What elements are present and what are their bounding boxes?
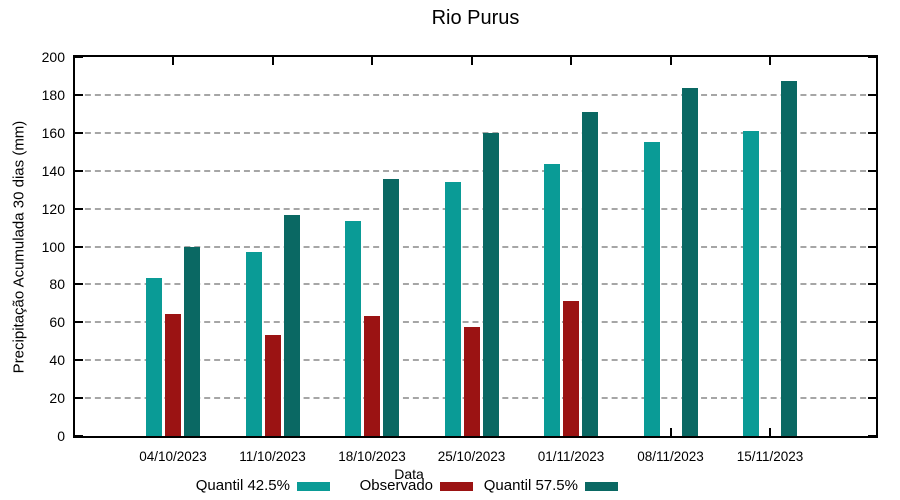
bar [264,334,281,436]
legend-label-quantil-42-5: Quantil 42.5% [195,477,290,494]
y-tick-label: 80 [49,276,65,293]
x-tick-label: 08/11/2023 [637,449,704,464]
x-tick-label: 15/11/2023 [736,449,804,464]
x-tick-mark [371,57,373,65]
x-tick-label: 18/10/2023 [338,449,406,464]
x-tick-label: 04/10/2023 [139,449,207,464]
legend-swatch-quantil-42-5 [297,482,330,491]
bar [781,80,797,436]
x-tick-label: 25/10/2023 [437,449,506,464]
y-tick-mark [75,169,83,172]
x-tick-mark [271,57,274,65]
legend-label-observado: Observado [359,477,433,494]
bar [681,88,698,436]
y-tick-label: 100 [41,238,65,255]
legend-swatch-observado [440,482,473,491]
x-tick-mark [172,57,174,65]
bar [544,164,560,436]
bar [345,220,361,436]
bar [184,246,200,436]
gridline [75,283,876,286]
gridline [75,321,876,324]
bar [643,142,660,436]
x-tick-mark [570,57,572,65]
y-tick-label: 20 [49,390,65,407]
bar [444,182,461,436]
legend-label-quantil-57-5: Quantil 57.5% [483,477,578,494]
y-tick-mark [868,359,876,362]
gridline [75,245,876,248]
y-tick-label: 140 [41,162,65,179]
y-tick-label: 40 [49,352,65,369]
y-tick-mark [868,56,876,58]
gridline [75,131,876,134]
x-tick-mark [769,428,771,436]
legend-swatch-quantil-57-5 [585,482,618,491]
y-tick-mark [75,56,83,58]
y-tick-mark [868,207,876,210]
y-tick-mark [868,435,876,437]
y-tick-mark [75,321,83,324]
y-tick-mark [868,321,876,324]
y-tick-mark [75,359,83,362]
y-tick-mark [75,397,83,400]
y-tick-mark [868,397,876,400]
x-axis-label: Data [394,466,424,482]
y-tick-mark [75,245,83,248]
y-tick-label: 160 [41,124,65,141]
x-tick-mark [669,428,672,436]
y-tick-mark [75,435,83,437]
bar [283,215,300,436]
x-tick-label: 01/11/2023 [537,449,605,464]
bar [582,111,598,436]
y-tick-mark [868,169,876,172]
x-tick-mark [769,57,771,65]
bar [463,327,480,436]
x-tick-mark [669,57,672,65]
y-tick-label: 200 [41,49,65,65]
chart-title: Rio Purus [431,7,520,29]
bar [146,277,162,436]
y-tick-mark [75,283,83,286]
bar [245,252,262,436]
y-tick-label: 60 [49,314,65,331]
bar [383,179,399,436]
y-tick-mark [868,93,876,96]
y-tick-mark [75,93,83,96]
x-tick-mark [470,57,473,65]
y-tick-label: 120 [41,200,65,217]
y-tick-mark [75,131,83,134]
gridline [75,169,876,172]
y-tick-mark [868,283,876,286]
bar [743,130,759,436]
y-tick-mark [868,245,876,248]
plot-area: 0 20 40 60 80 100 120 140 160 180 200 04/10/2023 11/… [42,49,878,464]
y-tick-label: 0 [57,428,65,444]
y-tick-mark [868,131,876,134]
bar [482,132,499,436]
bar [563,300,579,436]
y-tick-label: 180 [41,86,65,103]
y-tick-mark [75,207,83,210]
gridline [75,207,876,210]
bar [165,313,181,436]
x-tick-label: 11/10/2023 [239,449,306,464]
gridline [75,93,876,96]
bar [364,315,380,436]
